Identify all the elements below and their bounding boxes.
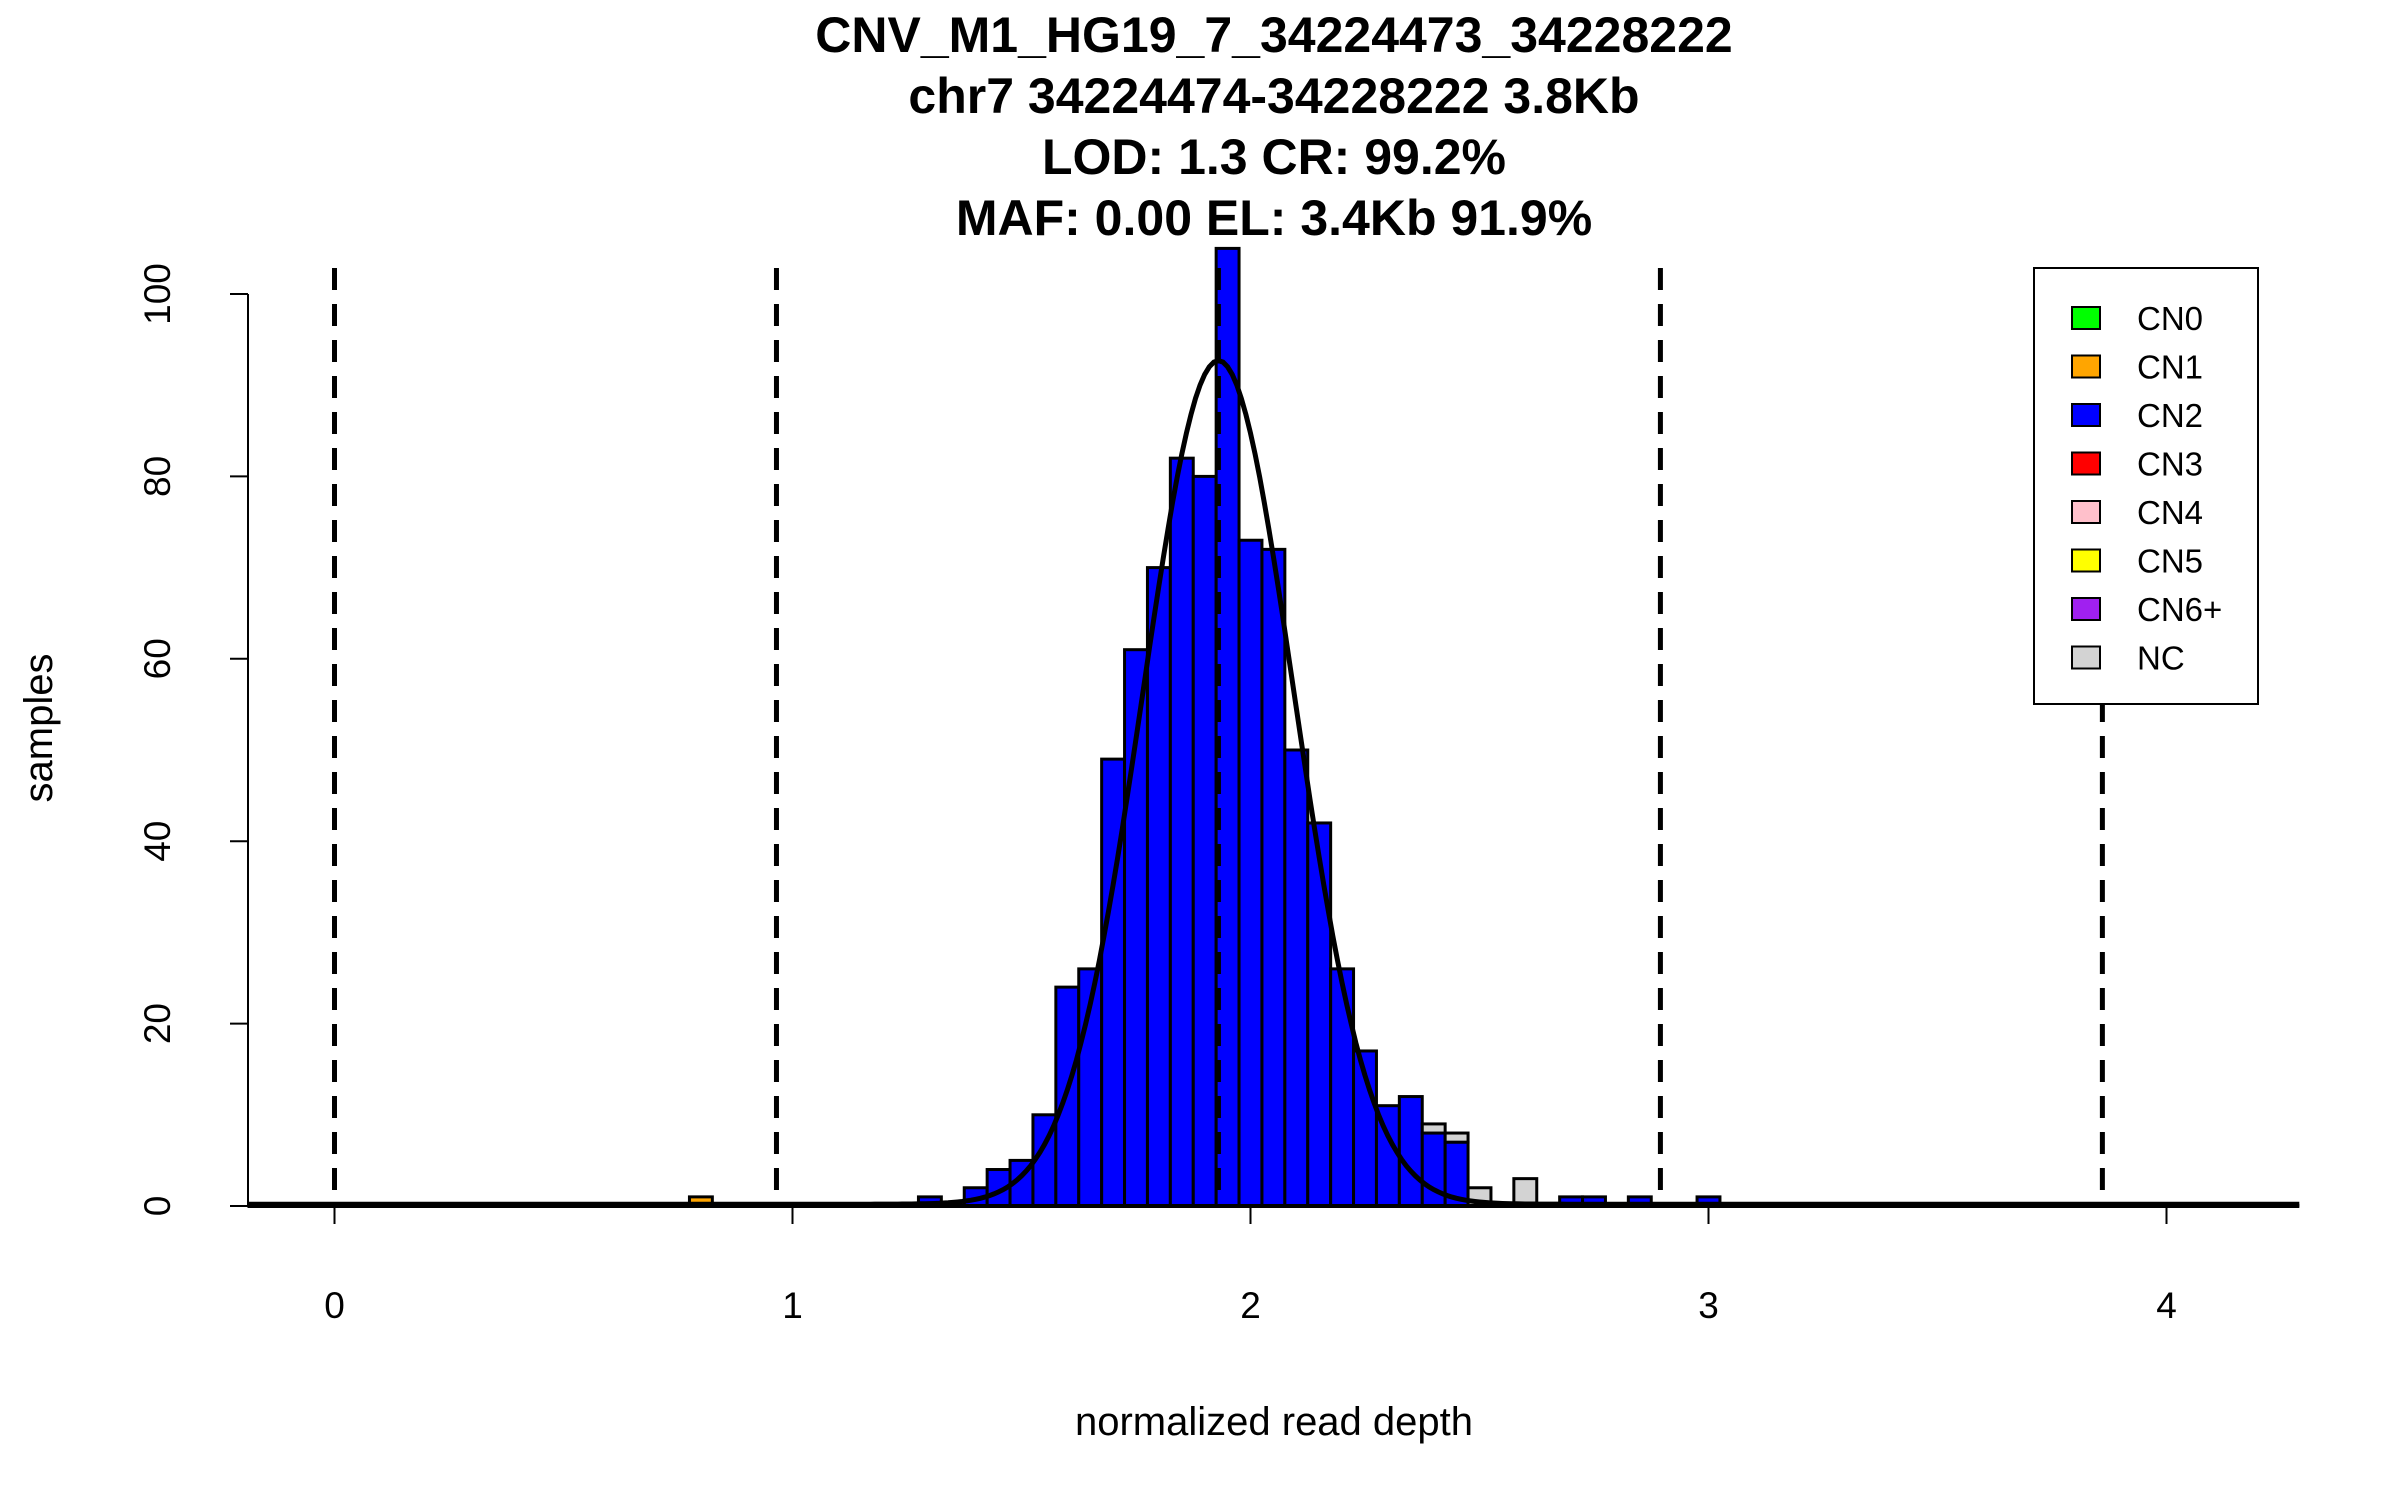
bar-cn2 — [1329, 967, 1356, 1208]
bar-cn2 — [1191, 474, 1218, 1208]
bar-nc — [1443, 1131, 1470, 1144]
y-tick-label: 40 — [137, 821, 178, 862]
histogram-bars — [687, 246, 1722, 1208]
legend-swatch — [2071, 354, 2101, 379]
legend-label: NC — [2137, 640, 2185, 677]
y-tick-label: 20 — [137, 1003, 178, 1044]
legend-label: CN2 — [2137, 397, 2203, 434]
legend-swatch — [2071, 645, 2101, 670]
legend-swatch — [2071, 597, 2101, 621]
x-tick-label: 4 — [2156, 1285, 2177, 1326]
bar-cn2 — [1306, 821, 1333, 1208]
legend-label: CN3 — [2137, 446, 2203, 483]
legend-label: CN0 — [2137, 300, 2203, 337]
legend-swatch — [2071, 548, 2101, 573]
bar-cn2 — [1145, 566, 1172, 1208]
x-tick-label: 2 — [1240, 1285, 1261, 1326]
y-tick-label: 0 — [137, 1196, 178, 1217]
legend-label: CN4 — [2137, 494, 2203, 531]
x-tick-label: 1 — [782, 1285, 803, 1326]
title-line-1: CNV_M1_HG19_7_34224473_34228222 — [815, 7, 1732, 63]
y-tick-label: 100 — [137, 263, 178, 325]
title-line-4: MAF: 0.00 EL: 3.4Kb 91.9% — [956, 190, 1592, 246]
chart-title: CNV_M1_HG19_7_34224473_34228222 chr7 342… — [815, 7, 1732, 246]
title-line-2: chr7 34224474-34228222 3.8Kb — [908, 68, 1639, 124]
y-axis-label: samples — [17, 654, 61, 803]
legend-label: CN5 — [2137, 543, 2203, 580]
legend-label: CN6+ — [2137, 591, 2222, 628]
bar-cn2 — [1283, 748, 1310, 1208]
bar-cn2 — [1168, 456, 1195, 1208]
legend-swatch — [2071, 306, 2101, 330]
bar-cn2 — [1397, 1095, 1424, 1208]
legend-box — [2033, 267, 2259, 705]
bar-cn2 — [1260, 547, 1287, 1208]
bar-cn2 — [1237, 538, 1264, 1208]
y-tick-label: 60 — [137, 638, 178, 679]
x-tick-label: 3 — [1698, 1285, 1719, 1326]
x-axis-label: normalized read depth — [1075, 1400, 1473, 1444]
legend-swatch — [2071, 500, 2101, 524]
legend-swatch — [2071, 403, 2101, 427]
title-line-3: LOD: 1.3 CR: 99.2% — [1042, 129, 1506, 185]
bar-nc — [1420, 1122, 1447, 1135]
legend-swatch — [2071, 451, 2101, 476]
x-tick-label: 0 — [324, 1285, 345, 1326]
legend: CN0 CN1 CN2 CN3 CN4 CN5 CN6+ NC — [2033, 267, 2259, 705]
y-tick-label: 80 — [137, 456, 178, 497]
legend-label: CN1 — [2137, 349, 2203, 386]
